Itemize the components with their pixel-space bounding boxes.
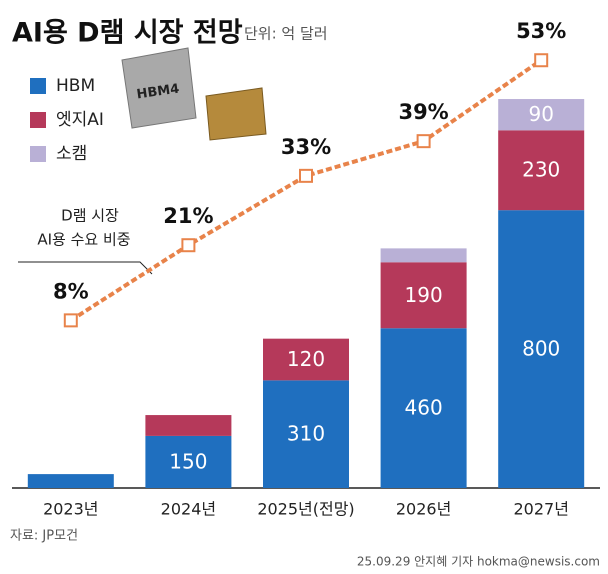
bar-segment <box>263 338 349 381</box>
chip-label: HBM4 <box>136 82 180 103</box>
source: 자료: JP모건 <box>10 529 78 544</box>
bar-segment <box>145 415 232 436</box>
x-tick-label: 2025년(전망) <box>257 500 354 519</box>
x-tick-label: 2026년 <box>396 500 451 519</box>
bar-segment <box>145 435 232 488</box>
value-label: 150 <box>169 449 207 473</box>
legend-swatch <box>30 112 46 128</box>
value-label: 460 <box>405 396 443 420</box>
bar-segment <box>380 328 467 488</box>
value-label: 190 <box>405 283 443 307</box>
bar-segment <box>263 380 349 488</box>
line-value-label: 21% <box>163 204 213 228</box>
credit: 25.09.29 안지혜 기자 hokma@newsis.com <box>357 555 600 569</box>
line-marker <box>299 168 313 183</box>
value-label: 90 <box>528 102 553 126</box>
value-label: 310 <box>287 422 325 446</box>
legend-swatch <box>30 146 46 162</box>
legend-label: HBM <box>56 76 95 96</box>
bar-segment <box>498 210 585 489</box>
bar-segment <box>380 248 467 263</box>
line-marker <box>181 238 196 253</box>
line <box>69 58 543 323</box>
line-marker <box>534 53 549 68</box>
bar-segment <box>380 262 467 329</box>
x-tick-label: 2027년 <box>513 500 568 519</box>
legend-label: 소캠 <box>56 144 87 164</box>
annotation: AI용 수요 비중 <box>37 231 130 249</box>
legend-swatch <box>30 78 46 94</box>
line-value-label: 39% <box>398 100 448 124</box>
legend-label: 엣지AI <box>56 110 104 130</box>
annotation-leader <box>18 261 153 275</box>
chip-image: HBM4 <box>121 47 267 141</box>
x-tick-label: 2023년 <box>43 500 98 519</box>
line-marker <box>416 134 431 149</box>
chip-die <box>205 87 267 141</box>
value-label: 800 <box>522 337 560 361</box>
annotation: D램 시장 <box>61 207 119 225</box>
bar-segment <box>498 130 585 211</box>
unit-label: 단위: 억 달러 <box>244 25 328 43</box>
line-value-label: 53% <box>516 19 566 43</box>
value-label: 230 <box>522 158 560 182</box>
chip-body <box>121 47 197 129</box>
chart-title: AI용 D램 시장 전망 <box>12 18 243 49</box>
x-tick-label: 2024년 <box>161 500 216 519</box>
value-label: 120 <box>287 347 325 371</box>
line-marker <box>63 313 78 328</box>
line-value-label: 8% <box>53 279 89 303</box>
bar-segment <box>498 99 585 131</box>
line-value-label: 33% <box>281 135 331 159</box>
bar-segment <box>27 474 114 488</box>
